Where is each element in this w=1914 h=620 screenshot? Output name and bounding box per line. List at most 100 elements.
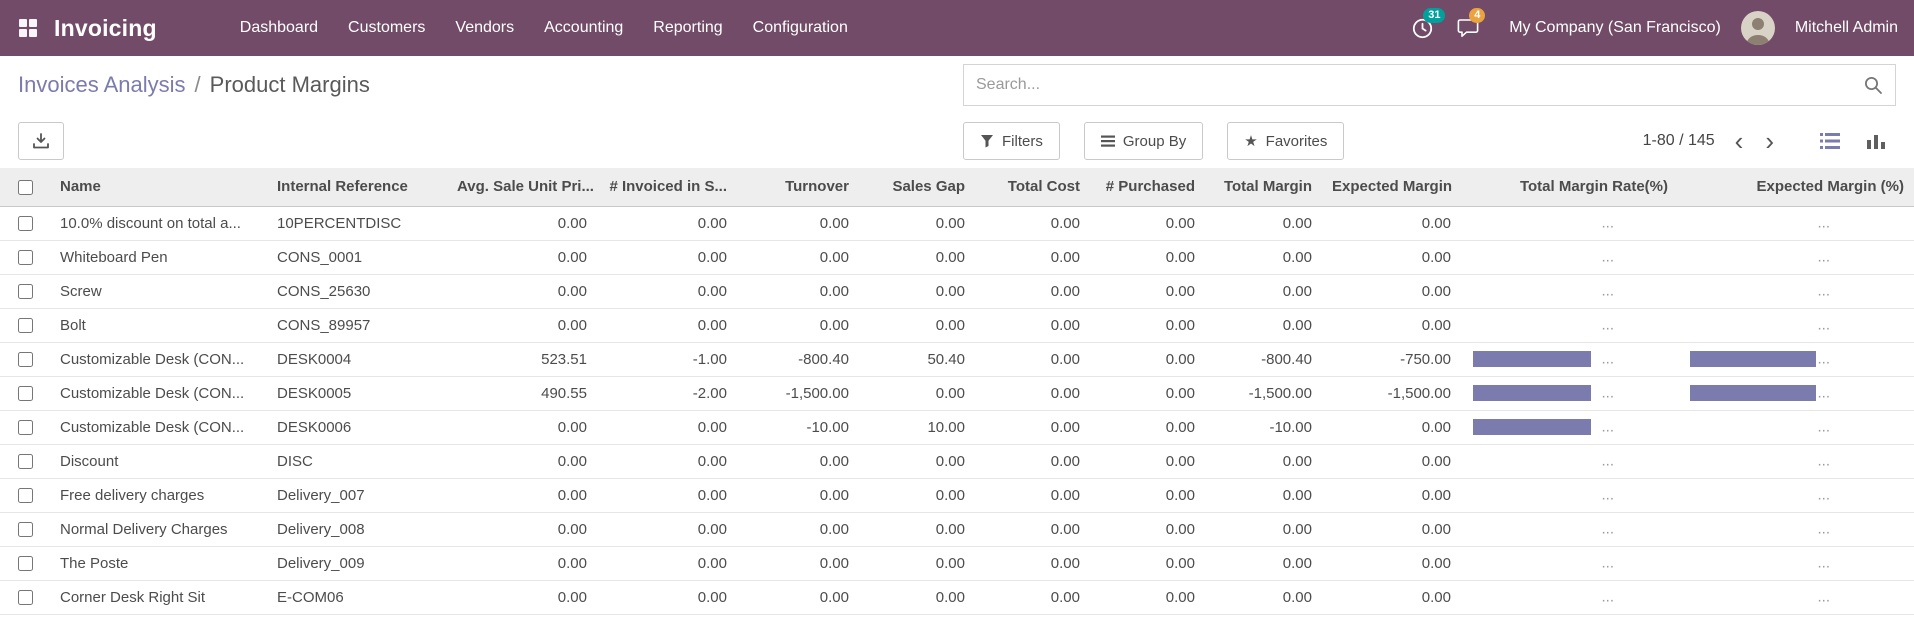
breadcrumb-invoices-analysis[interactable]: Invoices Analysis	[18, 72, 186, 97]
search-icon[interactable]	[1855, 75, 1883, 95]
row-value: 0.00	[697, 316, 727, 334]
row-value: 0.00	[1421, 418, 1451, 436]
row-checkbox[interactable]	[17, 386, 33, 402]
row-value: 0.00	[697, 520, 727, 538]
star-icon: ★	[1244, 132, 1258, 150]
col-header-total-margin-rate[interactable]: Total Margin Rate(%)	[1461, 168, 1678, 207]
row-name: Corner Desk Right Sit	[60, 588, 206, 606]
row-checkbox[interactable]	[17, 590, 33, 606]
filters-button[interactable]: Filters	[963, 122, 1060, 160]
menu-vendors[interactable]: Vendors	[455, 19, 515, 36]
avatar[interactable]	[1740, 11, 1775, 45]
ellipsis: ...	[1601, 384, 1614, 402]
col-header-expected-margin[interactable]: Expected Margin	[1322, 168, 1461, 207]
table-row[interactable]: Bolt CONS_89957 0.00 0.00 0.00 0.00 0.00…	[0, 308, 1914, 343]
row-checkbox[interactable]	[17, 216, 33, 232]
messages-button[interactable]: 4	[1455, 8, 1486, 40]
col-header-total-cost[interactable]: Total Cost	[975, 168, 1090, 207]
row-value: 0.00	[819, 214, 849, 232]
margin-progress-bar	[1690, 385, 1816, 401]
top-navbar: Invoicing Dashboard Customers Vendors Ac…	[0, 0, 1914, 56]
table-row[interactable]: Discount DISC 0.00 0.00 0.00 0.00 0.00 0…	[0, 444, 1914, 479]
row-checkbox[interactable]	[17, 556, 33, 572]
breadcrumb-separator: /	[194, 72, 201, 97]
col-header-invoiced[interactable]: # Invoiced in S...	[597, 168, 737, 207]
row-value: 0.00	[1165, 316, 1195, 334]
list-view-button[interactable]	[1810, 123, 1850, 159]
menu-dashboard[interactable]: Dashboard	[239, 19, 319, 36]
row-value: 0.00	[557, 316, 587, 334]
col-header-total-margin[interactable]: Total Margin	[1205, 168, 1322, 207]
row-checkbox[interactable]	[17, 250, 33, 266]
row-value: 0.00	[557, 214, 587, 232]
table-row[interactable]: Screw CONS_25630 0.00 0.00 0.00 0.00 0.0…	[0, 274, 1914, 309]
table-row[interactable]: Customizable Desk (CON... DESK0004 523.5…	[0, 342, 1914, 377]
menu-configuration[interactable]: Configuration	[752, 19, 848, 36]
row-checkbox[interactable]	[17, 352, 33, 368]
col-header-name[interactable]: Name	[50, 168, 267, 207]
table-body: 10.0% discount on total a... 10PERCENTDI…	[0, 206, 1914, 615]
ellipsis: ...	[1817, 350, 1830, 368]
row-value: -1.00	[692, 350, 727, 368]
row-value: 490.55	[541, 384, 587, 402]
table-row[interactable]: Customizable Desk (CON... DESK0006 0.00 …	[0, 410, 1914, 445]
apps-menu-icon[interactable]	[18, 17, 40, 39]
menu-reporting[interactable]: Reporting	[653, 19, 723, 36]
row-value: 0.00	[1165, 384, 1195, 402]
row-name: Whiteboard Pen	[60, 248, 168, 266]
row-value: 0.00	[1165, 214, 1195, 232]
favorites-button[interactable]: ★ Favorites	[1227, 122, 1345, 160]
row-checkbox[interactable]	[17, 420, 33, 436]
table-row[interactable]: Whiteboard Pen CONS_0001 0.00 0.00 0.00 …	[0, 240, 1914, 275]
row-checkbox[interactable]	[17, 454, 33, 470]
ellipsis: ...	[1817, 452, 1830, 470]
grid-icon	[19, 19, 37, 37]
table-row[interactable]: The Poste Delivery_009 0.00 0.00 0.00 0.…	[0, 546, 1914, 581]
row-value: 0.00	[697, 486, 727, 504]
group-by-button[interactable]: Group By	[1083, 122, 1204, 160]
col-header-expected-margin-pct[interactable]: Expected Margin (%)	[1678, 168, 1914, 207]
table-row[interactable]: Customizable Desk (CON... DESK0005 490.5…	[0, 376, 1914, 411]
col-header-turnover[interactable]: Turnover	[737, 168, 859, 207]
row-checkbox[interactable]	[17, 284, 33, 300]
row-value: 0.00	[1050, 588, 1080, 606]
row-value: 0.00	[819, 316, 849, 334]
user-menu[interactable]: Mitchell Admin	[1794, 19, 1898, 36]
search-box[interactable]	[963, 64, 1896, 106]
pager-previous-button[interactable]: ‹	[1725, 128, 1754, 154]
row-checkbox[interactable]	[17, 318, 33, 334]
row-value: 0.00	[1165, 452, 1195, 470]
select-all-checkbox[interactable]	[17, 179, 33, 195]
col-header-avg-sale-unit-price[interactable]: Avg. Sale Unit Pri...	[447, 168, 597, 207]
row-value: 0.00	[1282, 520, 1312, 538]
pager-next-button[interactable]: ›	[1755, 128, 1784, 154]
table-row[interactable]: Free delivery charges Delivery_007 0.00 …	[0, 478, 1914, 513]
table-row[interactable]: Normal Delivery Charges Delivery_008 0.0…	[0, 512, 1914, 547]
row-value: 0.00	[1421, 486, 1451, 504]
row-value: 0.00	[1282, 214, 1312, 232]
row-ref: CONS_89957	[277, 316, 371, 334]
row-value: 0.00	[1050, 214, 1080, 232]
table-row[interactable]: Corner Desk Right Sit E-COM06 0.00 0.00 …	[0, 580, 1914, 615]
row-value: 0.00	[1165, 520, 1195, 538]
row-value: -2.00	[692, 384, 727, 402]
activities-button[interactable]: 31	[1409, 8, 1446, 40]
col-header-purchased[interactable]: # Purchased	[1090, 168, 1205, 207]
row-checkbox[interactable]	[17, 522, 33, 538]
app-name[interactable]: Invoicing	[54, 14, 157, 41]
row-ref: DESK0004	[277, 350, 352, 368]
table-row[interactable]: 10.0% discount on total a... 10PERCENTDI…	[0, 206, 1914, 241]
row-checkbox[interactable]	[17, 488, 33, 504]
menu-customers[interactable]: Customers	[348, 19, 426, 36]
row-value: 0.00	[697, 418, 727, 436]
row-ref: CONS_0001	[277, 248, 363, 266]
company-switcher[interactable]: My Company (San Francisco)	[1509, 19, 1721, 36]
nav-menus: Dashboard Customers Vendors Accounting R…	[225, 0, 863, 56]
col-header-internal-reference[interactable]: Internal Reference	[267, 168, 447, 207]
row-ref: Delivery_009	[277, 554, 365, 572]
menu-accounting[interactable]: Accounting	[544, 19, 624, 36]
search-input[interactable]	[976, 76, 1855, 94]
graph-view-button[interactable]	[1856, 123, 1896, 159]
export-button[interactable]	[18, 122, 64, 160]
col-header-sales-gap[interactable]: Sales Gap	[859, 168, 975, 207]
